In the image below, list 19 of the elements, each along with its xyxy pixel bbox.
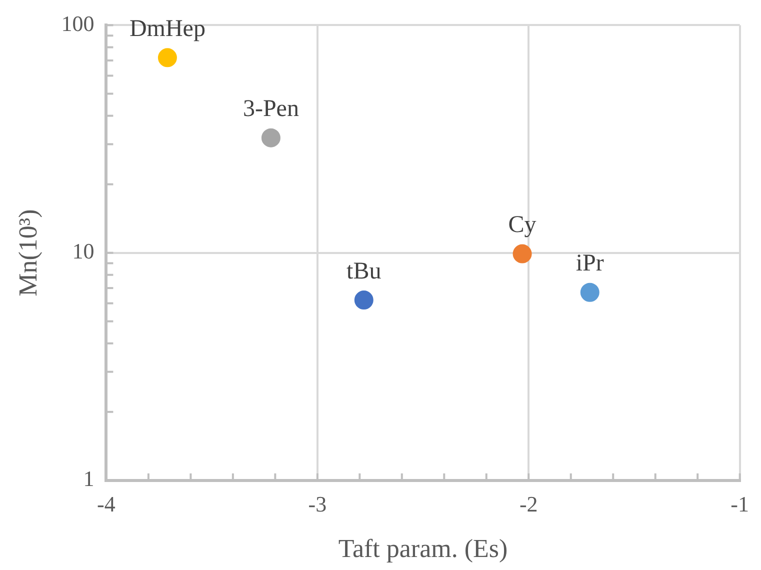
x-tick-label: -4 [97, 491, 116, 516]
point [512, 244, 532, 264]
x-axis-title: Taft param. (Es) [338, 534, 508, 564]
series-label: 3-Pen [242, 96, 299, 122]
series-label: iPr [576, 250, 604, 277]
point [158, 48, 177, 68]
series-label: tBu [346, 258, 382, 284]
series-label: Cy [508, 212, 536, 238]
point [354, 290, 374, 310]
x-tick-label: -2 [519, 491, 538, 516]
y-axis-title: Mn(10³) [13, 209, 42, 296]
y-tick-label: 10 [72, 238, 94, 264]
point [580, 282, 600, 302]
y-tick-label: 100 [61, 10, 94, 36]
x-tick-label: -1 [730, 491, 749, 516]
series-label: DmHep [129, 16, 206, 42]
y-tick-label: 1 [83, 466, 94, 492]
point [261, 128, 280, 148]
x-tick-label: -3 [308, 491, 327, 516]
